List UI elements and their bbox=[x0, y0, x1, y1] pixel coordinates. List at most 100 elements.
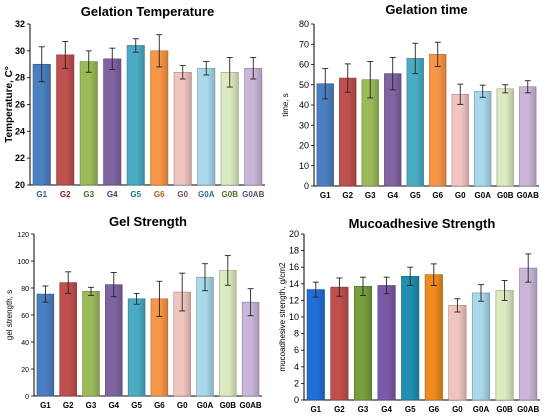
x-tick-label-g6: G6 bbox=[428, 405, 439, 413]
error-bar-g1 bbox=[42, 285, 49, 303]
error-bar-g1 bbox=[322, 68, 329, 100]
panel-gelation-temperature: Gelation Temperature Temperature, C° 20 22 2… bbox=[0, 0, 275, 206]
x-tick-label-g5: G5 bbox=[130, 190, 141, 199]
bar-g0a bbox=[474, 90, 492, 187]
error-bar-g4 bbox=[110, 272, 117, 298]
x-tick-label-g0a: G0A bbox=[473, 405, 490, 413]
error-bar-g0 bbox=[454, 298, 461, 313]
x-tick-label-g0ab: G0AB bbox=[239, 401, 261, 410]
x-tick-label-g5: G5 bbox=[410, 191, 421, 200]
y-tick-label: 50 bbox=[299, 80, 309, 90]
y-tick-label: 20 bbox=[289, 229, 299, 239]
y-tick-label: 70 bbox=[299, 39, 309, 49]
x-tick-label-g2: G2 bbox=[334, 405, 345, 413]
error-bar-g2 bbox=[344, 63, 351, 93]
error-bar-g0 bbox=[457, 83, 464, 105]
y-tick-label: 80 bbox=[21, 286, 29, 293]
y-tick-label: 0 bbox=[25, 394, 29, 401]
bar-g4 bbox=[103, 58, 122, 186]
y-tick-label: 24 bbox=[15, 126, 25, 136]
y-tick-label: 4 bbox=[294, 362, 299, 372]
x-tick-label-g5: G5 bbox=[131, 401, 142, 410]
y-tick-label: 40 bbox=[21, 340, 29, 347]
y-tick-label: 22 bbox=[15, 153, 25, 163]
y-tick-label: 0 bbox=[294, 395, 299, 405]
x-tick-label-g4: G4 bbox=[381, 405, 392, 413]
y-tick-label: 40 bbox=[299, 100, 309, 110]
x-tick-label-g5: G5 bbox=[405, 405, 416, 413]
y-tick-label: 30 bbox=[299, 120, 309, 130]
y-tick-label: 2 bbox=[294, 378, 299, 388]
x-tick-label-g0ab: G0AB bbox=[517, 191, 539, 200]
x-tick-label-g3: G3 bbox=[83, 190, 94, 199]
x-tick-label-g4: G4 bbox=[387, 191, 398, 200]
bar-g2 bbox=[59, 282, 77, 397]
x-tick-label-g0b: G0B bbox=[222, 190, 239, 199]
bar-g0ab bbox=[244, 67, 263, 186]
bar-g0ab bbox=[519, 86, 537, 187]
bar-g4 bbox=[105, 284, 123, 397]
y-tick-label: 18 bbox=[289, 246, 299, 256]
error-bar-g0ab bbox=[524, 80, 531, 94]
error-bar-g2 bbox=[336, 277, 343, 297]
bar-g0a bbox=[471, 292, 491, 401]
bar-g0b bbox=[219, 270, 237, 397]
chart-title: Gelation time bbox=[385, 2, 467, 17]
bar-g3 bbox=[79, 61, 98, 186]
y-tick-label: 20 bbox=[21, 367, 29, 374]
y-tick-label: 12 bbox=[289, 295, 299, 305]
panel-gelation-time: Gelation time time, s 0 10 20 30 40 50 60 70 80 G1 G… bbox=[275, 0, 550, 206]
chart-title: Gel Strength bbox=[109, 214, 187, 229]
x-tick-label-g6: G6 bbox=[154, 190, 165, 199]
x-tick-label-g0b: G0B bbox=[496, 405, 513, 413]
x-tick-label-g6: G6 bbox=[154, 401, 165, 410]
bar-g0 bbox=[451, 93, 469, 187]
error-bar-g5 bbox=[407, 266, 414, 286]
x-tick-label-g0: G0 bbox=[452, 405, 463, 413]
error-bar-g3 bbox=[88, 286, 94, 296]
error-bar-g0 bbox=[179, 65, 186, 80]
y-tick-label: 28 bbox=[15, 73, 25, 83]
error-bar-g0b bbox=[502, 84, 509, 94]
x-tick-label-g0b: G0B bbox=[497, 191, 514, 200]
bar-g0a bbox=[197, 67, 216, 186]
bar-g0b bbox=[495, 290, 514, 401]
error-bar-g0ab bbox=[247, 288, 254, 317]
y-tick-label: 32 bbox=[15, 19, 25, 29]
bar-g4 bbox=[377, 285, 396, 401]
y-tick-label: 14 bbox=[289, 279, 299, 289]
bar-g6 bbox=[429, 54, 447, 187]
bar-g4 bbox=[384, 73, 402, 187]
error-bar-g3 bbox=[85, 50, 92, 73]
error-bar-g5 bbox=[132, 38, 139, 53]
y-tick-label: 10 bbox=[299, 161, 309, 171]
error-bar-g6 bbox=[156, 280, 163, 317]
x-tick-label-g6: G6 bbox=[432, 191, 443, 200]
error-bar-g4 bbox=[383, 276, 390, 295]
bar-g0 bbox=[173, 72, 192, 186]
x-tick-label-g3: G3 bbox=[365, 191, 376, 200]
error-bar-g6 bbox=[434, 41, 441, 67]
x-tick-label-g1: G1 bbox=[36, 190, 47, 199]
error-bar-g6 bbox=[156, 34, 163, 68]
y-tick-label: 20 bbox=[15, 180, 25, 190]
bar-g6 bbox=[424, 274, 443, 401]
error-bar-g0b bbox=[224, 255, 231, 286]
y-tick-label: 6 bbox=[294, 345, 299, 355]
y-tick-label: 16 bbox=[289, 262, 299, 272]
chart-gel-strength: Gel Strength gel strength, s 0 20 40 60 80 100 1… bbox=[5, 214, 262, 410]
y-tick-label: 0 bbox=[304, 181, 309, 191]
error-bar-g3 bbox=[367, 61, 374, 99]
chart-title: Mucoadhesive Strength bbox=[349, 216, 496, 231]
bar-g1 bbox=[32, 63, 51, 186]
y-tick-label: 120 bbox=[17, 232, 29, 239]
chart-gelation-temperature: Gelation Temperature Temperature, C° 20 22 2… bbox=[4, 4, 265, 199]
x-tick-label-g0a: G0A bbox=[475, 191, 492, 200]
error-bar-g1 bbox=[312, 281, 319, 298]
bar-g2 bbox=[339, 77, 357, 187]
error-bar-g0a bbox=[478, 284, 484, 302]
x-tick-label-g0a: G0A bbox=[197, 401, 214, 410]
bar-g0ab bbox=[519, 267, 538, 401]
x-tick-label-g0ab: G0AB bbox=[242, 190, 264, 199]
x-tick-label-g0ab: G0AB bbox=[517, 405, 539, 413]
